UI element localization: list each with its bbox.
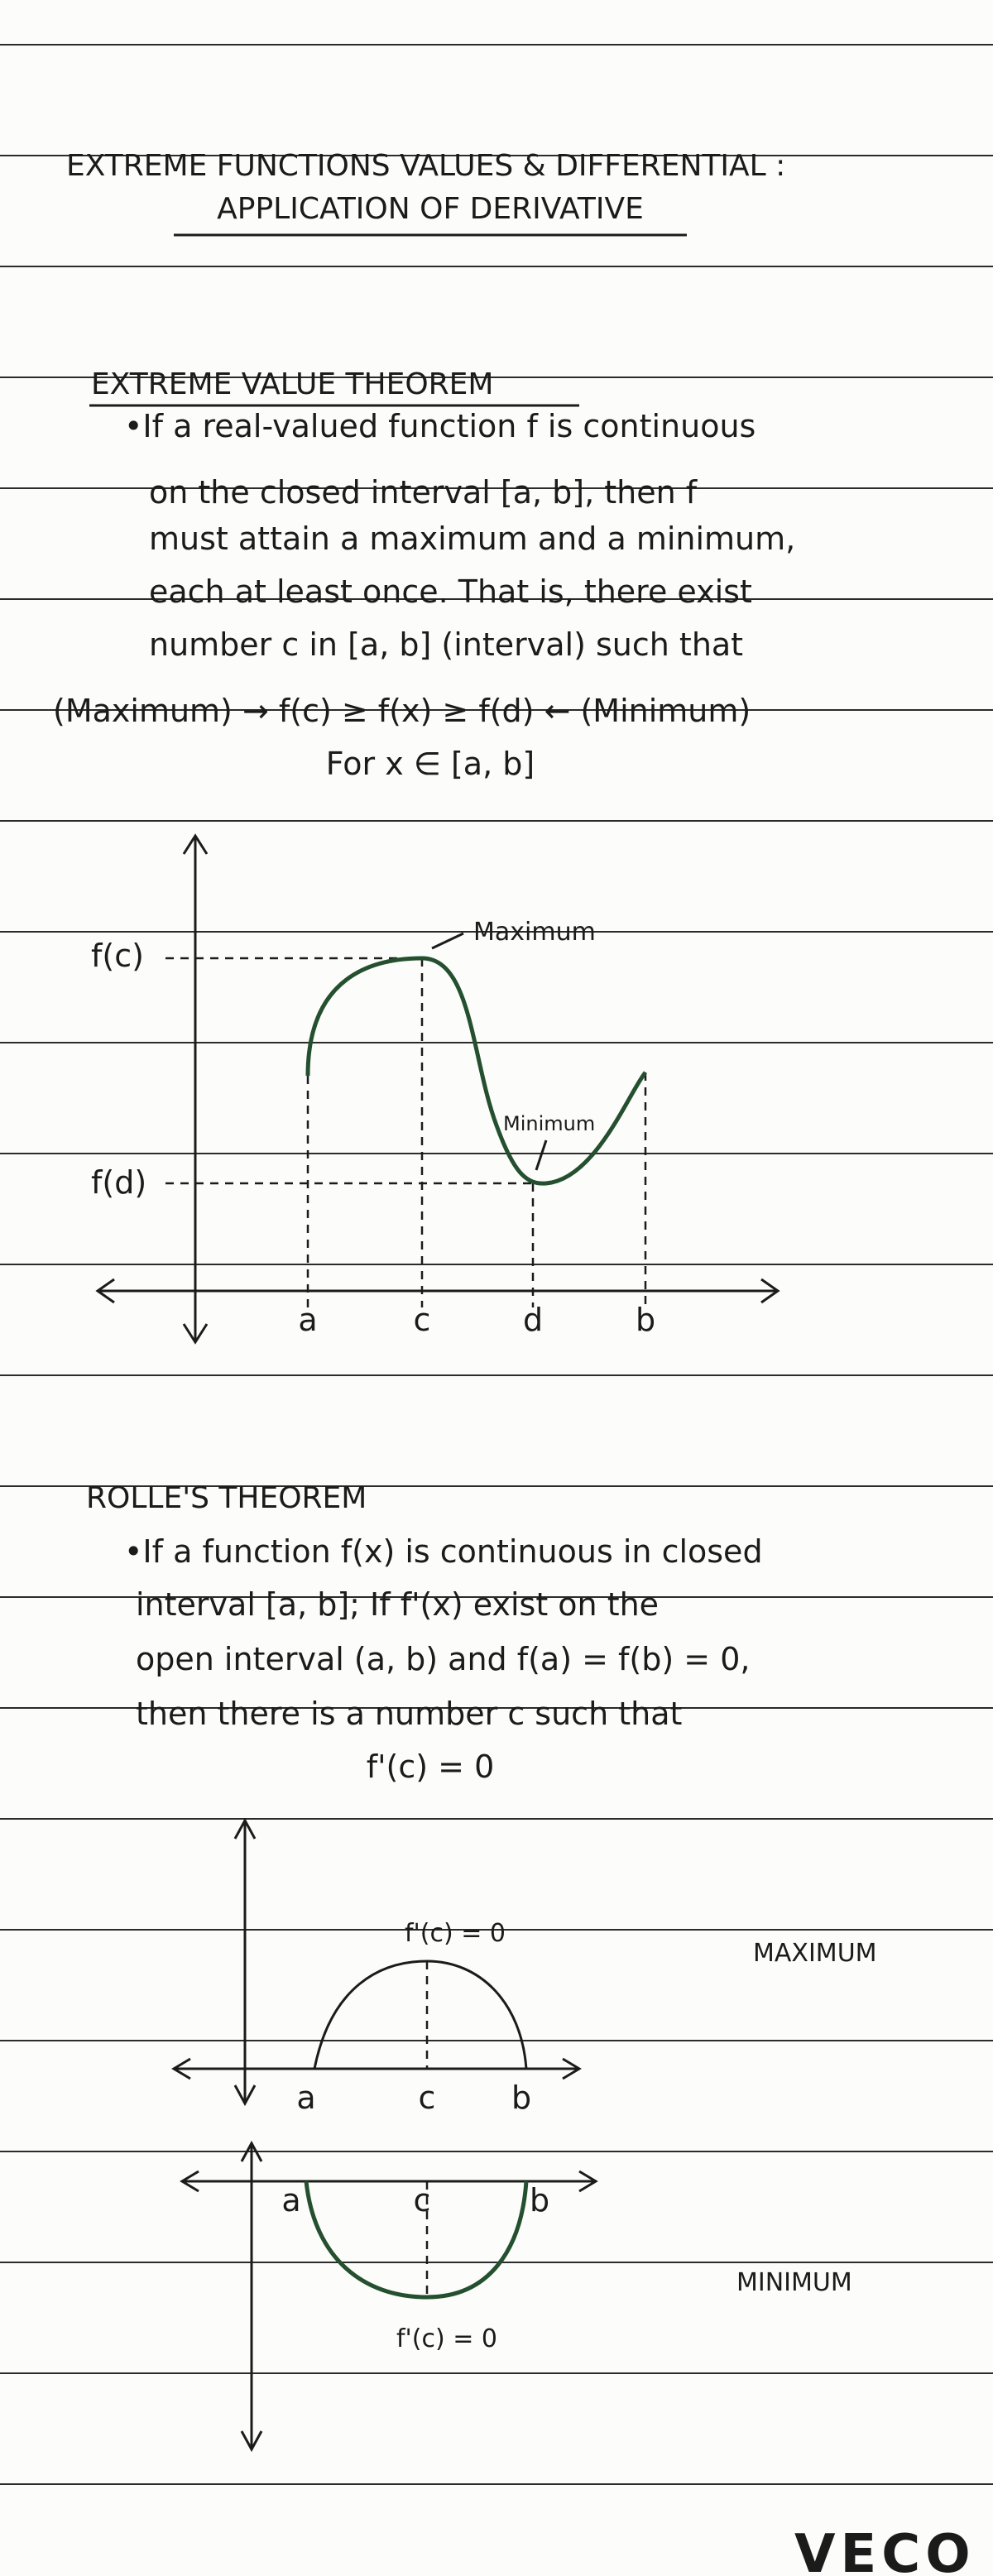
body-line: then there is a number c such that — [136, 1696, 682, 1732]
arrow-head — [562, 2057, 582, 2080]
arrow-head — [578, 2170, 598, 2193]
figure-minimum: a c b f'(c) = 0 MINIMUM — [180, 2140, 852, 2453]
body-line: must attain a maximum and a minimum, — [149, 520, 795, 557]
x-label: a — [298, 1302, 317, 1338]
x-label: c — [419, 2080, 436, 2116]
curve-label: f(c) — [91, 938, 144, 974]
arrow-head — [240, 2430, 263, 2453]
body-line: open interval (a, b) and f(a) = f(b) = 0… — [136, 1641, 750, 1677]
ruled-lines — [0, 44, 993, 2485]
x-label: c — [414, 2182, 431, 2219]
arrow-head — [180, 2170, 199, 2193]
body-line: •If a function f(x) is continuous in clo… — [124, 1533, 763, 1570]
annotation: Minimum — [503, 1112, 595, 1135]
x-label: b — [511, 2080, 531, 2116]
arrow-head — [233, 2084, 257, 2107]
body-line: f'(c) = 0 — [367, 1749, 495, 1785]
arrow-head — [182, 833, 209, 855]
section-heading: EXTREME VALUE THEOREM — [91, 367, 494, 401]
body-line: For x ∈ [a, b] — [326, 746, 535, 782]
x-label: c — [414, 1302, 431, 1338]
arrow-head — [182, 1323, 209, 1345]
arrow-head — [240, 2140, 263, 2162]
x-label: b — [530, 2182, 549, 2219]
body-line: •If a real-valued function f is continuo… — [124, 408, 756, 444]
subtitle: APPLICATION OF DERIVATIVE — [217, 192, 644, 226]
body-line: each at least once. That is, there exist — [149, 573, 752, 610]
x-label: d — [523, 1302, 543, 1338]
body-line: number c in [a, b] (interval) such that — [149, 626, 743, 663]
pointer — [535, 1139, 548, 1171]
curve-label: f(d) — [91, 1164, 146, 1201]
arrow-head — [233, 1817, 257, 1840]
annotation: f'(c) = 0 — [396, 2324, 497, 2353]
x-label: a — [281, 2182, 300, 2219]
x-label: a — [296, 2080, 315, 2116]
function-curve — [305, 956, 647, 1186]
arrow-head — [760, 1278, 780, 1304]
body-line: interval [a, b]; If f'(x) exist on the — [136, 1586, 659, 1623]
arrow-head — [95, 1278, 115, 1304]
annotation: f'(c) = 0 — [405, 1919, 506, 1948]
arc-curve — [304, 2180, 529, 2300]
x-label: b — [636, 1302, 655, 1338]
annotation: MINIMUM — [736, 2268, 852, 2297]
brand: VECO — [794, 2524, 976, 2576]
annotation: MAXIMUM — [753, 1939, 877, 1968]
figure-maximum: f'(c) = 0 MAXIMUM a c b — [171, 1817, 877, 2116]
pointer — [431, 932, 464, 950]
annotation: Maximum — [473, 918, 596, 947]
title: EXTREME FUNCTIONS VALUES & DIFFERENTIAL … — [66, 149, 785, 183]
body-line: on the closed interval [a, b], then f — [149, 474, 698, 511]
body-line: (Maximum) → f(c) ≥ f(x) ≥ f(d) ← (Minimu… — [53, 693, 751, 729]
figure-extreme-value: f(c) f(d) Maximum Minimum a c d b — [91, 833, 780, 1345]
section-heading: ROLLE'S THEOREM — [86, 1481, 367, 1515]
arrow-head — [171, 2057, 191, 2080]
